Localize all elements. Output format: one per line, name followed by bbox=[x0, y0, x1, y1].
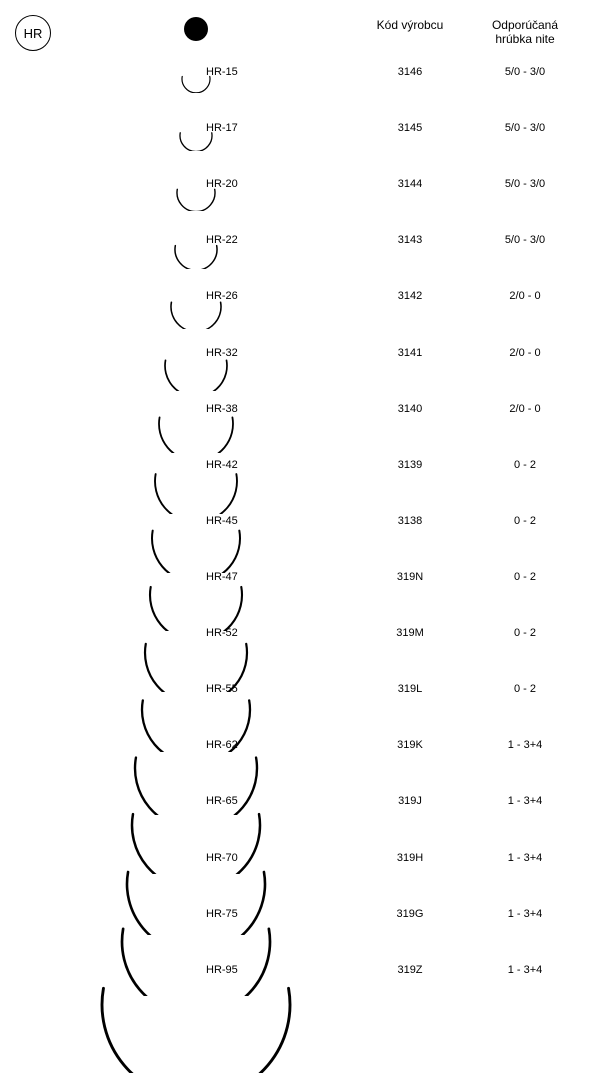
needle-label: HR-55 bbox=[206, 683, 238, 695]
thread-thickness: 0 - 2 bbox=[475, 627, 575, 639]
needle-section-dot bbox=[184, 17, 208, 41]
needle-label: HR-42 bbox=[206, 459, 238, 471]
needle-label: HR-38 bbox=[206, 403, 238, 415]
needle-arc bbox=[97, 970, 295, 1073]
needle-row: HR-38 3140 2/0 - 0 bbox=[0, 395, 589, 451]
needle-label: HR-15 bbox=[206, 66, 238, 78]
thread-thickness: 0 - 2 bbox=[475, 683, 575, 695]
thread-thickness: 5/0 - 3/0 bbox=[475, 66, 575, 78]
manufacturer-code: 319H bbox=[365, 852, 455, 864]
needle-label: HR-22 bbox=[206, 234, 238, 246]
needle-row: HR-26 3142 2/0 - 0 bbox=[0, 282, 589, 338]
thread-thickness: 2/0 - 0 bbox=[475, 347, 575, 359]
thread-thickness: 2/0 - 0 bbox=[475, 290, 575, 302]
needle-label: HR-52 bbox=[206, 627, 238, 639]
needle-label: HR-95 bbox=[206, 964, 238, 976]
manufacturer-code: 3140 bbox=[365, 403, 455, 415]
manufacturer-code: 3144 bbox=[365, 178, 455, 190]
manufacturer-code: 3142 bbox=[365, 290, 455, 302]
needle-label: HR-32 bbox=[206, 347, 238, 359]
needle-rows: HR-15 3146 5/0 - 3/0 HR-17 3145 5/0 - 3/0 HR… bbox=[0, 58, 589, 1012]
needle-row: HR-22 3143 5/0 - 3/0 bbox=[0, 226, 589, 282]
needle-row: HR-75 319G 1 - 3+4 bbox=[0, 900, 589, 956]
needle-row: HR-32 3141 2/0 - 0 bbox=[0, 339, 589, 395]
manufacturer-code: 3138 bbox=[365, 515, 455, 527]
needle-row: HR-62 319K 1 - 3+4 bbox=[0, 731, 589, 787]
needle-label: HR-17 bbox=[206, 122, 238, 134]
thread-thickness: 1 - 3+4 bbox=[475, 964, 575, 976]
thread-thickness: 0 - 2 bbox=[475, 459, 575, 471]
manufacturer-code: 319J bbox=[365, 795, 455, 807]
needle-label: HR-62 bbox=[206, 739, 238, 751]
manufacturer-code: 319K bbox=[365, 739, 455, 751]
manufacturer-code: 319L bbox=[365, 683, 455, 695]
needle-row: HR-65 319J 1 - 3+4 bbox=[0, 787, 589, 843]
needle-label: HR-26 bbox=[206, 290, 238, 302]
manufacturer-code: 319Z bbox=[365, 964, 455, 976]
needle-row: HR-52 319M 0 - 2 bbox=[0, 619, 589, 675]
thread-thickness: 0 - 2 bbox=[475, 571, 575, 583]
manufacturer-code: 3146 bbox=[365, 66, 455, 78]
thread-thickness: 5/0 - 3/0 bbox=[475, 122, 575, 134]
needle-row: HR-55 319L 0 - 2 bbox=[0, 675, 589, 731]
thread-thickness: 5/0 - 3/0 bbox=[475, 178, 575, 190]
manufacturer-code: 319N bbox=[365, 571, 455, 583]
thread-thickness: 1 - 3+4 bbox=[475, 908, 575, 920]
needle-label: HR-45 bbox=[206, 515, 238, 527]
manufacturer-code: 3141 bbox=[365, 347, 455, 359]
header-row: HR Kód výrobcu Odporúčanáhrúbka nite bbox=[0, 10, 589, 50]
needle-row: HR-17 3145 5/0 - 3/0 bbox=[0, 114, 589, 170]
column-header-thread: Odporúčanáhrúbka nite bbox=[475, 18, 575, 47]
thread-thickness: 1 - 3+4 bbox=[475, 795, 575, 807]
thread-thickness: 1 - 3+4 bbox=[475, 739, 575, 751]
needle-row: HR-15 3146 5/0 - 3/0 bbox=[0, 58, 589, 114]
hr-badge: HR bbox=[15, 15, 51, 51]
thread-thickness: 0 - 2 bbox=[475, 515, 575, 527]
needle-label: HR-70 bbox=[206, 852, 238, 864]
needle-row: HR-95 319Z 1 - 3+4 bbox=[0, 956, 589, 1012]
needle-row: HR-42 3139 0 - 2 bbox=[0, 451, 589, 507]
needle-row: HR-20 3144 5/0 - 3/0 bbox=[0, 170, 589, 226]
manufacturer-code: 3145 bbox=[365, 122, 455, 134]
needle-label: HR-20 bbox=[206, 178, 238, 190]
needle-label: HR-75 bbox=[206, 908, 238, 920]
needle-row: HR-45 3138 0 - 2 bbox=[0, 507, 589, 563]
needle-label: HR-47 bbox=[206, 571, 238, 583]
needle-row: HR-70 319H 1 - 3+4 bbox=[0, 844, 589, 900]
manufacturer-code: 319G bbox=[365, 908, 455, 920]
manufacturer-code: 3143 bbox=[365, 234, 455, 246]
needle-row: HR-47 319N 0 - 2 bbox=[0, 563, 589, 619]
manufacturer-code: 319M bbox=[365, 627, 455, 639]
column-header-code: Kód výrobcu bbox=[365, 18, 455, 32]
thread-thickness: 1 - 3+4 bbox=[475, 852, 575, 864]
manufacturer-code: 3139 bbox=[365, 459, 455, 471]
needle-label: HR-65 bbox=[206, 795, 238, 807]
needle-arc bbox=[154, 409, 238, 454]
thread-thickness: 5/0 - 3/0 bbox=[475, 234, 575, 246]
thread-thickness: 2/0 - 0 bbox=[475, 403, 575, 415]
